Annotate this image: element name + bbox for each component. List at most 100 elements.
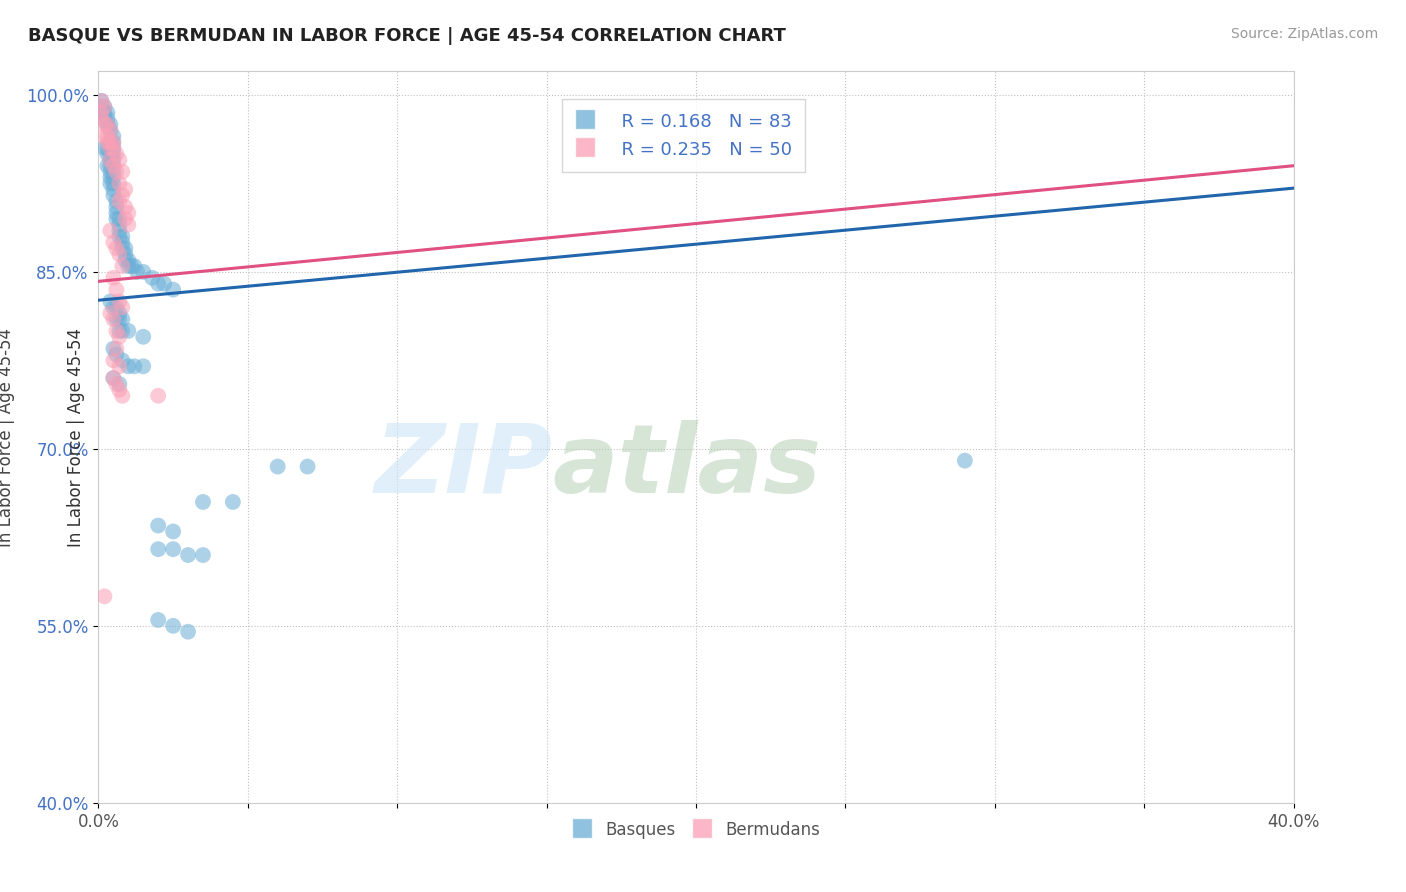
Point — [98, 135, 122, 149]
Point — [117, 206, 139, 220]
Point — [117, 324, 139, 338]
Point — [111, 164, 134, 178]
Point — [191, 495, 214, 509]
Point — [103, 342, 125, 356]
Point — [108, 229, 131, 244]
Point — [98, 153, 122, 167]
Point — [141, 270, 163, 285]
Point — [105, 200, 128, 214]
Point — [93, 590, 115, 604]
Point — [177, 548, 200, 562]
Point — [103, 159, 125, 173]
Point — [148, 613, 170, 627]
Point — [108, 383, 131, 397]
Point — [267, 459, 290, 474]
Point — [953, 453, 976, 467]
Point — [108, 376, 131, 391]
Point — [98, 123, 122, 137]
Point — [111, 259, 134, 273]
Point — [103, 135, 125, 149]
Point — [96, 147, 118, 161]
Point — [132, 359, 155, 374]
Point — [93, 100, 115, 114]
Text: atlas: atlas — [553, 420, 821, 513]
Point — [96, 159, 118, 173]
Point — [93, 105, 115, 120]
Point — [90, 100, 112, 114]
Point — [111, 235, 134, 250]
Point — [148, 389, 170, 403]
Point — [90, 94, 112, 108]
Point — [103, 153, 125, 167]
Point — [103, 270, 125, 285]
Point — [114, 253, 136, 268]
Point — [114, 211, 136, 226]
Point — [90, 94, 112, 108]
Point — [93, 129, 115, 144]
Y-axis label: In Labor Force | Age 45-54: In Labor Force | Age 45-54 — [0, 327, 14, 547]
Point — [96, 118, 118, 132]
Point — [96, 129, 118, 144]
Point — [105, 147, 128, 161]
Point — [90, 105, 112, 120]
Point — [117, 359, 139, 374]
Point — [96, 112, 118, 126]
Point — [222, 495, 245, 509]
Point — [162, 283, 184, 297]
Point — [108, 177, 131, 191]
Point — [93, 100, 115, 114]
Point — [124, 259, 146, 273]
Point — [105, 342, 128, 356]
Point — [108, 224, 131, 238]
Point — [177, 624, 200, 639]
Point — [111, 241, 134, 255]
Text: BASQUE VS BERMUDAN IN LABOR FORCE | AGE 45-54 CORRELATION CHART: BASQUE VS BERMUDAN IN LABOR FORCE | AGE … — [28, 27, 786, 45]
Point — [98, 224, 122, 238]
Point — [108, 330, 131, 344]
Point — [120, 259, 142, 273]
Point — [96, 105, 118, 120]
Point — [162, 524, 184, 539]
Point — [108, 247, 131, 261]
Point — [105, 211, 128, 226]
Point — [105, 312, 128, 326]
Point — [117, 259, 139, 273]
Point — [111, 353, 134, 368]
Point — [117, 253, 139, 268]
Point — [96, 141, 118, 155]
Point — [108, 324, 131, 338]
Point — [108, 312, 131, 326]
Point — [98, 306, 122, 320]
Point — [103, 371, 125, 385]
Point — [105, 301, 128, 315]
Point — [111, 229, 134, 244]
Point — [111, 312, 134, 326]
Point — [105, 241, 128, 255]
Point — [103, 177, 125, 191]
Point — [98, 135, 122, 149]
Point — [96, 118, 118, 132]
Point — [153, 277, 176, 291]
Point — [127, 265, 149, 279]
Point — [124, 359, 146, 374]
Point — [111, 389, 134, 403]
Point — [114, 200, 136, 214]
Point — [108, 211, 131, 226]
Point — [105, 194, 128, 208]
Point — [103, 371, 125, 385]
Point — [114, 182, 136, 196]
Point — [103, 170, 125, 185]
Point — [117, 218, 139, 232]
Point — [111, 324, 134, 338]
Text: ZIP: ZIP — [374, 420, 553, 513]
Point — [191, 548, 214, 562]
Point — [162, 619, 184, 633]
Point — [98, 147, 122, 161]
Point — [90, 105, 112, 120]
Point — [103, 182, 125, 196]
Point — [108, 306, 131, 320]
Point — [297, 459, 319, 474]
Point — [114, 247, 136, 261]
Point — [103, 188, 125, 202]
Point — [103, 141, 125, 155]
